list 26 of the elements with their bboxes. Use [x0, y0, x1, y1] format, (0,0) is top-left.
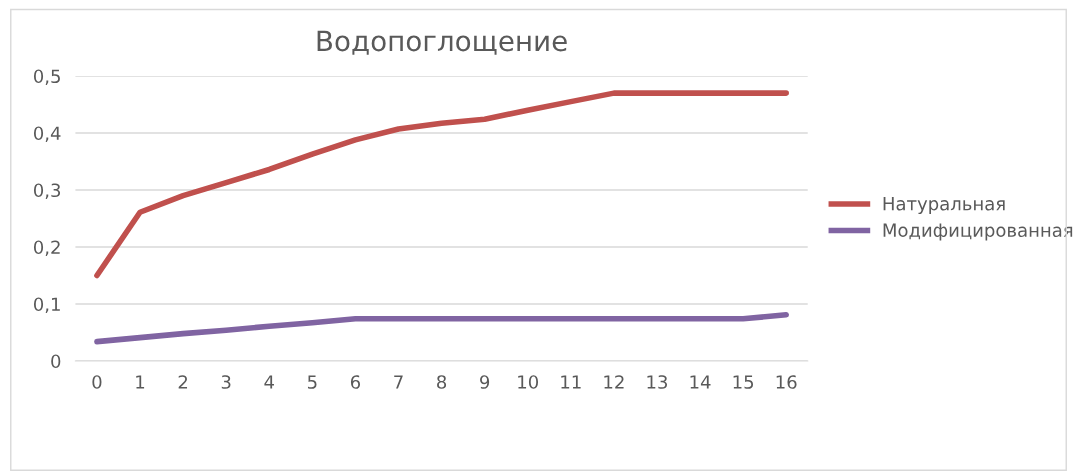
x-tick-label: 10: [518, 375, 539, 389]
x-tick-label: 16: [776, 375, 797, 389]
y-tick-label: 0,1: [33, 297, 60, 313]
x-tick-label: 0: [92, 375, 102, 389]
x-tick-label: 6: [350, 375, 361, 389]
x-tick-label: 14: [690, 375, 711, 389]
x-tick-label: 4: [264, 375, 274, 389]
x-tick-label: 8: [437, 375, 447, 389]
y-tick-label: 0,2: [33, 240, 60, 256]
x-tick-label: 9: [480, 375, 490, 389]
y-tick-label: 0,5: [33, 69, 60, 85]
legend-label: Модифицированная: [883, 223, 1073, 241]
y-tick-label: 0,3: [33, 183, 61, 199]
y-tick-label: 0,4: [33, 126, 61, 142]
x-tick-label: 1: [136, 375, 145, 389]
x-tick-label: 11: [561, 375, 581, 389]
x-tick-label: 12: [604, 375, 624, 389]
x-tick-label: 5: [307, 375, 317, 389]
x-tick-label: 15: [733, 375, 754, 389]
x-tick-label: 7: [394, 375, 403, 389]
x-tick-label: 3: [221, 375, 231, 389]
x-tick-label: 2: [178, 375, 188, 389]
legend-label: Натуральная: [883, 197, 1005, 214]
y-tick-label: 0: [51, 354, 61, 369]
x-tick-label: 13: [647, 375, 668, 389]
chart-title: Водопоглощение: [317, 30, 567, 55]
